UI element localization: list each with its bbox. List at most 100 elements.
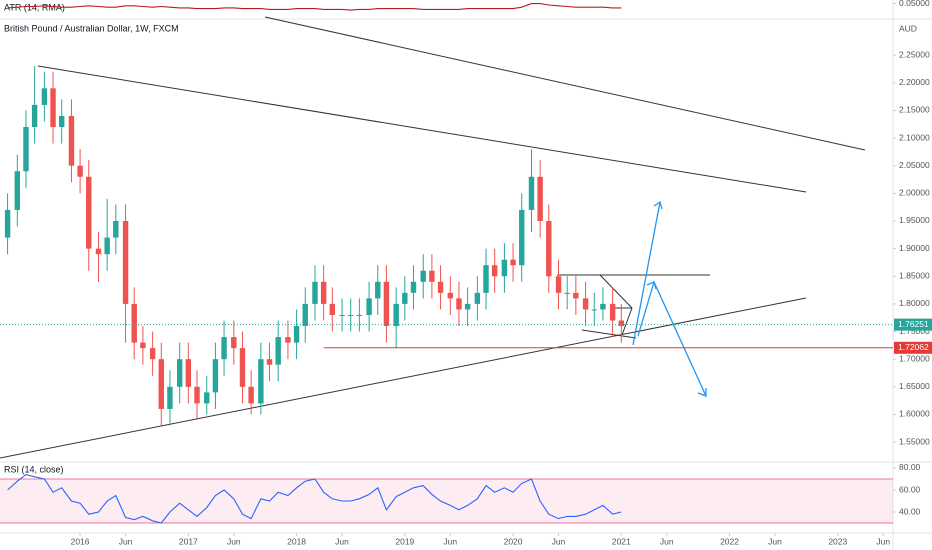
candle-body bbox=[600, 303, 606, 310]
candle-body bbox=[302, 303, 308, 327]
y-tick-label: 2.15000 bbox=[899, 105, 930, 115]
candle-body bbox=[266, 359, 273, 365]
candle-body bbox=[68, 115, 75, 166]
candle-body bbox=[546, 220, 552, 277]
candle-body bbox=[23, 127, 29, 172]
candle-body bbox=[383, 281, 390, 327]
trend-line bbox=[621, 307, 633, 336]
y-tick-label: 1.90000 bbox=[899, 243, 930, 253]
candle-body bbox=[31, 104, 38, 128]
candle-body bbox=[582, 298, 589, 310]
candle-body bbox=[356, 314, 363, 316]
indicator-line bbox=[7, 474, 622, 524]
candle-body bbox=[50, 88, 56, 128]
candle-body bbox=[456, 298, 462, 310]
candle-body bbox=[339, 314, 345, 316]
candle-body bbox=[510, 259, 516, 266]
arrow-head bbox=[697, 388, 707, 397]
rsi-legend: RSI (14, close) bbox=[4, 464, 64, 474]
arrow bbox=[632, 201, 661, 346]
candle-body bbox=[537, 176, 543, 221]
candle-body bbox=[464, 303, 471, 310]
unit-badge bbox=[896, 22, 928, 35]
candle-body bbox=[402, 292, 408, 304]
atr-legend: ATR (14, RMA) bbox=[4, 2, 65, 12]
unit-label: AUD bbox=[899, 23, 917, 33]
candle-body bbox=[573, 292, 579, 299]
y-tick-label: 60.00 bbox=[899, 484, 921, 494]
price-tag bbox=[894, 318, 932, 331]
x-tick-label: 2021 bbox=[612, 536, 631, 546]
candle-body bbox=[483, 265, 489, 293]
x-tick-label: 2016 bbox=[71, 536, 90, 546]
y-tick-label: 1.85000 bbox=[899, 271, 930, 281]
candle-body bbox=[104, 237, 110, 255]
candle-body bbox=[4, 209, 11, 238]
candle-body bbox=[77, 165, 83, 177]
candle-body bbox=[609, 303, 616, 321]
candle-body bbox=[158, 359, 164, 409]
candle-body bbox=[58, 115, 65, 128]
candle-body bbox=[491, 265, 498, 277]
candle-body bbox=[347, 314, 354, 316]
candle-body bbox=[258, 359, 264, 404]
candle-body bbox=[221, 337, 227, 360]
candle-body bbox=[618, 320, 625, 327]
y-tick-label: 2.05000 bbox=[899, 160, 930, 170]
candle-body bbox=[555, 276, 562, 293]
trend-line bbox=[0, 297, 807, 459]
trend-line bbox=[599, 274, 633, 309]
trend-line bbox=[264, 16, 866, 151]
symbol-legend: British Pound / Australian Dollar, 1W, F… bbox=[4, 23, 179, 33]
candle-body bbox=[375, 281, 381, 299]
trend-line bbox=[581, 329, 637, 339]
candle-body bbox=[41, 88, 48, 105]
y-tick-label: 40.00 bbox=[899, 506, 921, 516]
arrow-head bbox=[646, 281, 657, 290]
y-tick-label: 1.65000 bbox=[899, 381, 930, 391]
drawings bbox=[0, 16, 866, 459]
candle-body bbox=[204, 392, 210, 404]
candle-body bbox=[176, 359, 183, 387]
y-tick-label: 1.60000 bbox=[899, 409, 930, 419]
candle-body bbox=[95, 248, 102, 255]
y-tick-label: 2.10000 bbox=[899, 132, 930, 142]
candle-body bbox=[366, 298, 372, 315]
x-tick-label: Jun bbox=[335, 536, 349, 546]
candle-body bbox=[320, 281, 327, 304]
candle-body bbox=[312, 281, 318, 304]
candle-body bbox=[474, 292, 481, 304]
y-tick-label: 0.05000 bbox=[899, 0, 930, 8]
candle-body bbox=[437, 281, 444, 293]
candle-body bbox=[275, 337, 281, 365]
arrow-head bbox=[653, 200, 663, 210]
price-tag-label: 1.72062 bbox=[898, 342, 929, 352]
y-tick-label: 2.00000 bbox=[899, 188, 930, 198]
y-tick-label: 1.80000 bbox=[899, 298, 930, 308]
y-tick-label: 2.25000 bbox=[899, 49, 930, 59]
y-tick-label: 1.95000 bbox=[899, 215, 930, 225]
trend-line bbox=[37, 65, 807, 193]
x-tick-label: 2022 bbox=[720, 536, 739, 546]
x-tick-label: Jun bbox=[768, 536, 782, 546]
candle-body bbox=[293, 326, 300, 343]
candle-body bbox=[14, 171, 21, 210]
price-tag bbox=[894, 341, 932, 354]
candle-body bbox=[519, 209, 525, 266]
rsi-band bbox=[0, 478, 893, 524]
candle-body bbox=[591, 309, 597, 311]
y-tick-label: 80.00 bbox=[899, 462, 921, 472]
candle-body bbox=[429, 270, 435, 282]
x-tick-label: Jun bbox=[660, 536, 674, 546]
indicator-line bbox=[7, 3, 622, 11]
candle-body bbox=[149, 348, 156, 360]
x-tick-label: Jun bbox=[119, 536, 133, 546]
x-tick-label: Jun bbox=[552, 536, 566, 546]
x-tick-label: Jun bbox=[227, 536, 241, 546]
candle-body bbox=[528, 176, 535, 210]
candle-body bbox=[185, 359, 192, 387]
price-tag-label: 1.76251 bbox=[898, 319, 929, 329]
candle-body bbox=[194, 386, 200, 404]
